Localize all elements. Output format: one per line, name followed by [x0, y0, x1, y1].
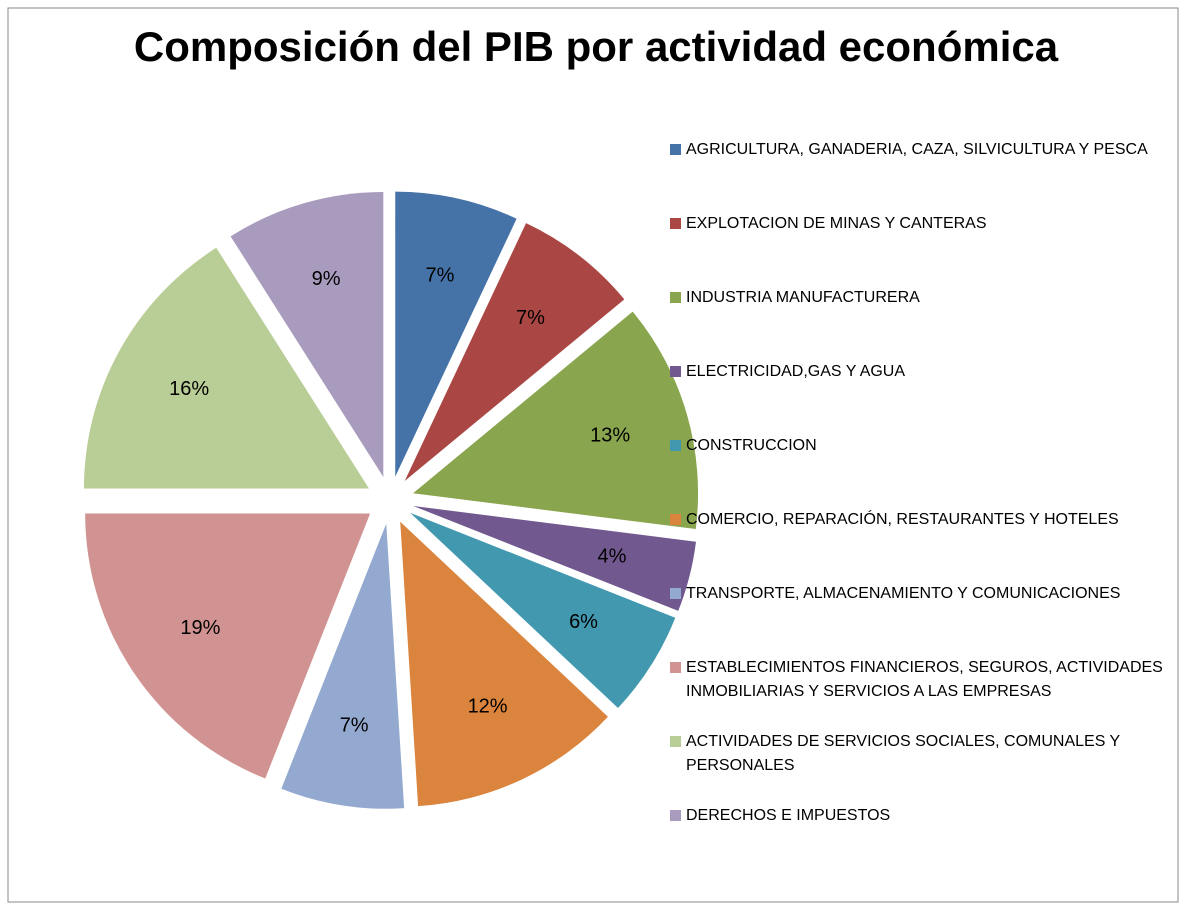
legend-label: ACTIVIDADES DE SERVICIOS SOCIALES, COMUN… [686, 733, 1120, 774]
pie-slice [395, 191, 517, 477]
legend-item: CONSTRUCCION [670, 434, 1170, 458]
legend-label: TRANSPORTE, ALMACENAMIENTO Y COMUNICACIO… [686, 585, 1121, 602]
legend-label: ELECTRICIDAD,GAS Y AGUA [686, 363, 906, 380]
legend-item: ACTIVIDADES DE SERVICIOS SOCIALES, COMUN… [670, 730, 1170, 778]
legend-label: ESTABLECIMIENTOS FINANCIEROS, SEGUROS, A… [686, 659, 1163, 700]
pie-slice [83, 247, 369, 489]
data-label: 19% [180, 617, 220, 639]
legend-label: DERECHOS E IMPUESTOS [686, 807, 891, 824]
data-label: 6% [569, 611, 598, 633]
legend-swatch [670, 292, 681, 303]
data-label: 9% [312, 268, 341, 290]
pie-slice [404, 223, 625, 482]
chart-title: Composición del PIB por actividad económ… [134, 23, 1059, 70]
legend-swatch [670, 810, 681, 821]
data-label: 16% [169, 378, 209, 400]
data-label: 7% [426, 265, 455, 287]
pie-slice [413, 311, 699, 530]
pie-slice [410, 512, 676, 708]
legend-item: INDUSTRIA MANUFACTURERA [670, 286, 1170, 310]
data-label: 13% [590, 424, 630, 446]
legend-swatch [670, 662, 681, 673]
legend-item: TRANSPORTE, ALMACENAMIENTO Y COMUNICACIO… [670, 582, 1170, 606]
data-label: 12% [468, 696, 508, 718]
legend-label: CONSTRUCCION [686, 437, 817, 454]
legend-item: ELECTRICIDAD,GAS Y AGUA [670, 360, 1170, 384]
legend-item: EXPLOTACION DE MINAS Y CANTERAS [670, 212, 1170, 236]
legend-item: AGRICULTURA, GANADERIA, CAZA, SILVICULTU… [670, 138, 1170, 162]
legend-item: COMERCIO, REPARACIÓN, RESTAURANTES Y HOT… [670, 508, 1170, 532]
legend-swatch [670, 440, 681, 451]
legend-swatch [670, 736, 681, 747]
data-label: 4% [598, 545, 627, 567]
legend-label: COMERCIO, REPARACIÓN, RESTAURANTES Y HOT… [686, 511, 1119, 528]
legend-swatch [670, 588, 681, 599]
pie-slice [85, 513, 371, 779]
data-label: 7% [516, 307, 545, 329]
pie-slice [230, 191, 384, 477]
legend-swatch [670, 144, 681, 155]
legend-swatch [670, 218, 681, 229]
data-label: 7% [340, 715, 369, 737]
pie-slice [281, 523, 405, 809]
legend-swatch [670, 514, 681, 525]
legend-label: AGRICULTURA, GANADERIA, CAZA, SILVICULTU… [686, 141, 1148, 158]
legend-item: ESTABLECIMIENTOS FINANCIEROS, SEGUROS, A… [670, 656, 1170, 704]
legend-item: DERECHOS E IMPUESTOS [670, 804, 1170, 828]
legend-swatch [670, 366, 681, 377]
pie-slice [413, 505, 696, 611]
legend-label: EXPLOTACION DE MINAS Y CANTERAS [686, 215, 987, 232]
legend-label: INDUSTRIA MANUFACTURERA [686, 289, 920, 306]
pie-slice [400, 521, 608, 807]
